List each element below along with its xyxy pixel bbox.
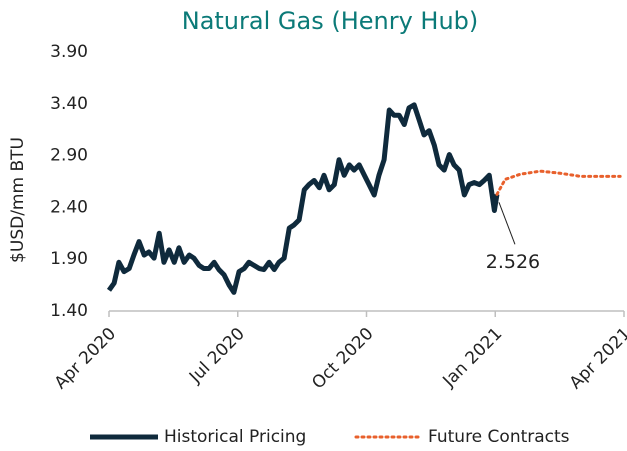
legend-label: Future Contracts bbox=[428, 427, 570, 447]
x-tick-label: Jan 2021 bbox=[439, 324, 507, 392]
x-tick-label: Apr 2021 bbox=[566, 324, 627, 393]
y-tick-label: 2.90 bbox=[50, 146, 88, 166]
y-axis-label: $USD/mm BTU bbox=[8, 137, 28, 263]
x-tick-label: Apr 2020 bbox=[51, 324, 120, 393]
y-tick-label: 1.40 bbox=[50, 301, 88, 321]
chart-title: Natural Gas (Henry Hub) bbox=[182, 7, 479, 35]
y-tick-label: 3.40 bbox=[50, 94, 88, 114]
series-line bbox=[106, 102, 500, 295]
x-tick-label: Jul 2020 bbox=[185, 324, 249, 388]
y-tick-label: 3.90 bbox=[50, 42, 88, 62]
x-tick-label: Oct 2020 bbox=[308, 324, 377, 393]
legend-label: Historical Pricing bbox=[164, 427, 306, 447]
annotation-leader bbox=[498, 202, 516, 245]
y-tick-label: 1.90 bbox=[50, 249, 88, 269]
annotation: 2.526 bbox=[486, 251, 540, 273]
y-tick-label: 2.40 bbox=[50, 197, 88, 217]
series-line bbox=[495, 169, 622, 196]
